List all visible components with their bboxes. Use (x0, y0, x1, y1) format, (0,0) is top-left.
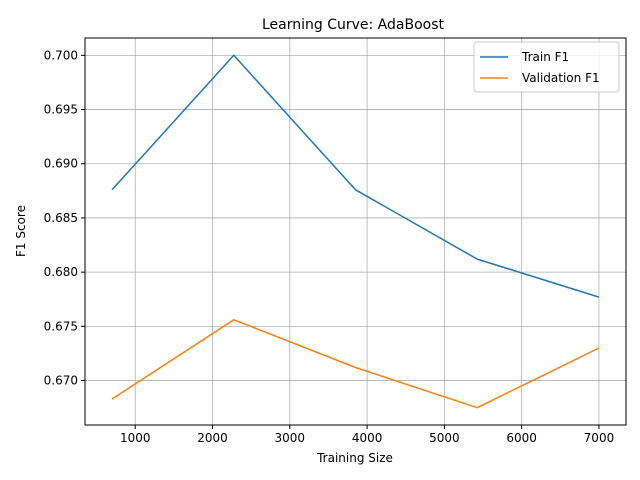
x-tick-label: 2000 (197, 431, 228, 445)
legend-label: Train F1 (521, 50, 569, 64)
y-tick-label: 0.670 (44, 374, 78, 388)
x-tick-label: 4000 (352, 431, 383, 445)
x-axis-ticks: 1000 2000 3000 4000 5000 6000 7000 (120, 425, 614, 445)
x-tick-label: 1000 (120, 431, 151, 445)
y-tick-label: 0.700 (44, 48, 78, 62)
legend-label: Validation F1 (522, 71, 600, 85)
x-tick-label: 5000 (429, 431, 460, 445)
series-line-validation-f1 (111, 319, 600, 409)
series-lines (111, 54, 600, 409)
y-axis-ticks: 0.670 0.675 0.680 0.685 0.690 0.695 0.700 (44, 48, 85, 388)
y-tick-label: 0.685 (44, 211, 78, 225)
grid-lines (85, 38, 626, 425)
y-tick-label: 0.695 (44, 103, 78, 117)
y-tick-label: 0.680 (44, 265, 78, 279)
x-axis-label: Training Size (316, 451, 393, 465)
legend: Train F1 Validation F1 (473, 41, 620, 93)
y-tick-label: 0.690 (44, 157, 78, 171)
chart-title: Learning Curve: AdaBoost (262, 17, 445, 33)
x-tick-label: 7000 (584, 431, 615, 445)
series-line-train-f1 (111, 54, 600, 298)
x-tick-label: 6000 (506, 431, 537, 445)
plot-frame (84, 37, 627, 426)
y-tick-label: 0.675 (44, 319, 78, 333)
x-tick-label: 3000 (275, 431, 306, 445)
y-axis-label: F1 Score (14, 205, 28, 257)
legend-box (473, 41, 620, 93)
